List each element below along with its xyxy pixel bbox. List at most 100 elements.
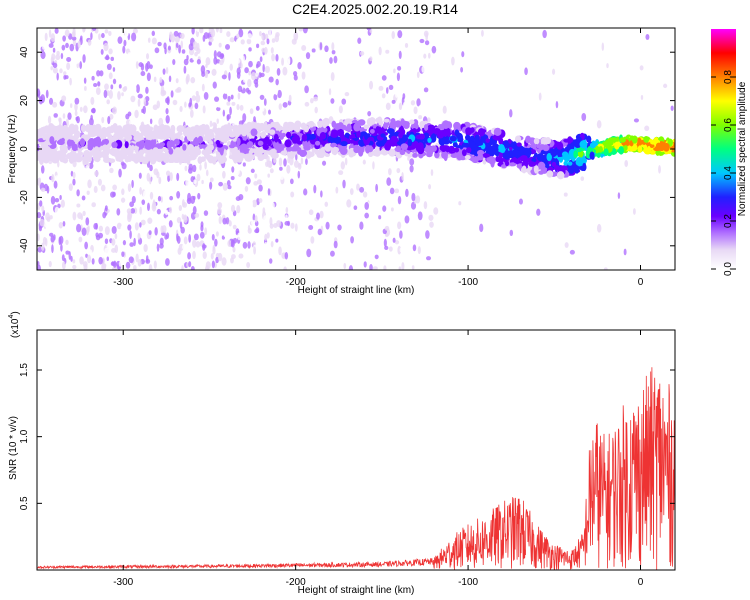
- spectrogram-cell: [242, 241, 248, 249]
- spectrogram-cell: [168, 148, 174, 155]
- spectrogram-cell: [412, 152, 418, 158]
- spectrogram-cell: [148, 264, 153, 270]
- spectrogram-cell: [452, 142, 458, 148]
- spectrogram-cell: [427, 137, 432, 143]
- spectrogram-cell: [62, 35, 66, 42]
- spectrogram-cell: [382, 122, 389, 129]
- spectrogram-cell: [217, 252, 223, 262]
- spectrogram-cell: [37, 177, 41, 186]
- spectrogram-cell: [229, 106, 232, 116]
- spectrogram-cell: [167, 45, 171, 51]
- spectrogram-cell: [108, 48, 113, 55]
- spectrogram-cell: [258, 122, 266, 132]
- spectrogram-cell: [203, 32, 209, 40]
- spectrogram-cell: [520, 155, 528, 161]
- spectrogram-cell: [513, 148, 518, 158]
- spectrogram-cell: [194, 136, 199, 146]
- spectrogram-cell: [319, 126, 328, 134]
- spectrogram-cell: [410, 112, 415, 117]
- spectrogram-cell: [441, 147, 447, 153]
- spectrogram-cell: [108, 158, 116, 164]
- spectrogram-cell: [391, 216, 396, 224]
- spectrogram-cell: [228, 71, 231, 81]
- spectrogram-cell: [153, 127, 159, 133]
- spectrogram-cell: [258, 206, 263, 215]
- spectrogram-cell: [134, 131, 141, 139]
- spectrogram-cell: [410, 100, 416, 106]
- spectrogram-cell: [417, 142, 424, 151]
- spectrogram-cell: [40, 51, 46, 60]
- spectrogram-cell: [133, 264, 137, 270]
- spectrogram-cell: [240, 143, 248, 152]
- spectrogram-cell: [247, 33, 253, 40]
- spectrogram-cell: [285, 206, 289, 214]
- spectrogram-cell: [216, 118, 219, 125]
- snr-marks: [37, 367, 675, 570]
- spectrogram-cell: [121, 92, 124, 97]
- spectrogram-cell: [101, 138, 110, 145]
- spectrogram-cell: [586, 34, 590, 43]
- spectrogram-cell: [275, 53, 279, 62]
- spectrogram-cell: [80, 214, 84, 221]
- spectrogram-cell: [633, 118, 640, 123]
- spectrogram-cell: [417, 246, 421, 255]
- spectrogram-cell: [112, 191, 116, 197]
- spectrogram-x-tick-label: -200: [286, 277, 306, 288]
- spectrogram-cell: [153, 168, 159, 176]
- spectrogram-cell: [213, 56, 218, 65]
- spectrogram-cell: [305, 52, 311, 60]
- spectrogram-cell: [179, 105, 183, 113]
- spectrogram-cell: [300, 157, 304, 165]
- spectrogram-cell: [222, 182, 228, 191]
- spectrogram-cell: [53, 113, 58, 118]
- spectrogram-cell: [378, 119, 383, 126]
- spectrogram-cell: [197, 156, 203, 164]
- spectrogram-cell: [395, 91, 398, 98]
- spectrogram-cell: [402, 93, 406, 100]
- spectrogram-cell: [221, 257, 227, 266]
- spectrogram-cell: [567, 161, 573, 166]
- spectrogram-cell: [41, 205, 45, 212]
- spectrogram-cell: [423, 87, 429, 93]
- spectrogram-cell: [122, 45, 126, 54]
- spectrogram-cell: [655, 201, 660, 209]
- spectrogram-cell: [143, 190, 147, 200]
- spectrogram-cell: [466, 136, 473, 142]
- spectrogram-cell: [94, 123, 102, 132]
- spectrogram-cell: [247, 78, 252, 88]
- snr-series-line: [37, 367, 675, 570]
- spectrogram-cell: [338, 170, 344, 176]
- spectrogram-cell: [270, 241, 274, 248]
- spectrogram-cell: [126, 125, 133, 132]
- spectrogram-cell: [190, 77, 196, 84]
- spectrogram-cell: [353, 122, 361, 132]
- spectrogram-cell: [362, 191, 368, 198]
- spectrogram-cell: [176, 133, 181, 141]
- spectrogram-cell: [64, 29, 70, 37]
- spectrogram-cell: [513, 157, 519, 164]
- spectrogram-cell: [624, 159, 629, 168]
- spectrogram-cell: [220, 127, 227, 135]
- spectrogram-cell: [193, 68, 199, 74]
- spectrogram-cell: [188, 261, 192, 268]
- spectrogram-cell: [179, 126, 185, 132]
- spectrogram-cell: [73, 124, 79, 133]
- spectrogram-cell: [384, 142, 392, 151]
- spectrogram-cell: [211, 122, 217, 128]
- spectrogram-cell: [640, 31, 646, 38]
- spectrogram-cell: [237, 85, 243, 92]
- spectrogram-cell: [546, 152, 552, 162]
- spectrogram-cell: [253, 246, 257, 255]
- spectrogram-cell: [371, 77, 376, 82]
- spectrogram-cell: [409, 119, 415, 125]
- spectrogram-cell: [628, 143, 636, 152]
- spectrogram-cell: [155, 115, 161, 120]
- spectrogram-cell: [215, 28, 219, 33]
- spectrogram-cell: [359, 51, 365, 56]
- spectrogram-cell: [140, 219, 146, 226]
- spectrogram-cell: [413, 106, 418, 115]
- spectrogram-cell: [118, 168, 122, 178]
- spectrogram-y-tick-label: 20: [19, 95, 30, 107]
- spectrogram-cell: [557, 152, 564, 158]
